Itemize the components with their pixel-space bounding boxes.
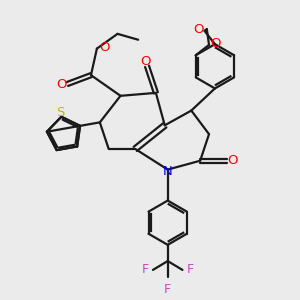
Text: S: S	[56, 106, 64, 119]
Text: O: O	[56, 77, 67, 91]
Text: O: O	[140, 56, 151, 68]
Text: F: F	[141, 263, 148, 276]
Text: N: N	[163, 165, 172, 178]
Text: O: O	[99, 40, 110, 54]
Text: F: F	[164, 283, 171, 296]
Text: F: F	[187, 263, 194, 276]
Text: O: O	[210, 37, 221, 50]
Text: O: O	[193, 23, 203, 36]
Text: O: O	[227, 154, 238, 167]
